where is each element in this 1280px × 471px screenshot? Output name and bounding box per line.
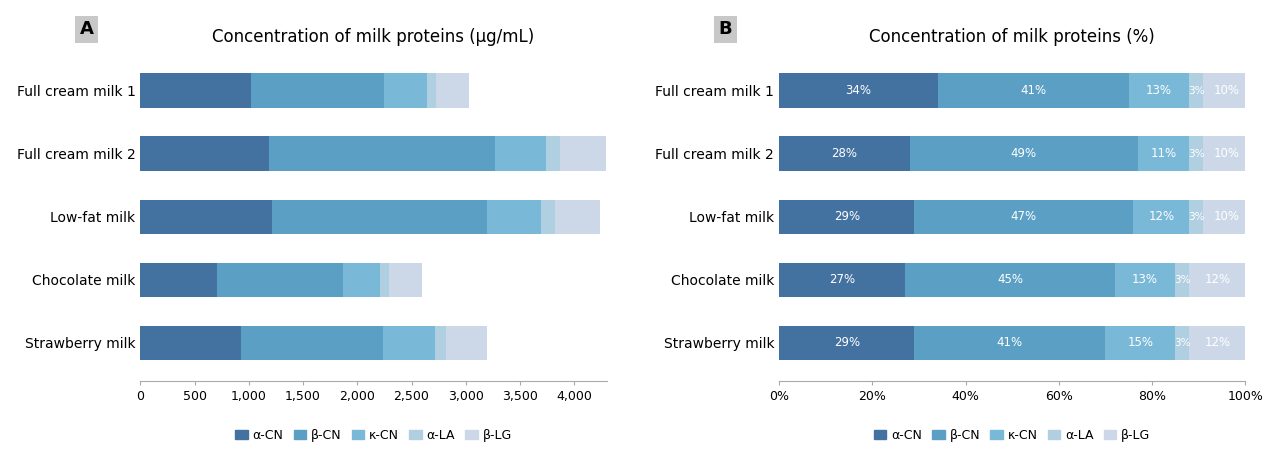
Text: 13%: 13%	[1132, 273, 1158, 286]
Bar	[1189, 73, 1203, 108]
Bar	[1138, 137, 1189, 171]
Text: B: B	[718, 20, 732, 38]
Text: 12%: 12%	[1148, 211, 1175, 223]
Bar	[270, 137, 495, 171]
Bar	[1106, 325, 1175, 360]
Bar	[384, 73, 426, 108]
Bar	[216, 262, 343, 297]
Bar	[486, 200, 541, 234]
Bar	[1134, 200, 1189, 234]
Bar	[273, 200, 486, 234]
Text: 29%: 29%	[833, 336, 860, 349]
Bar	[1175, 262, 1189, 297]
Text: 10%: 10%	[1213, 211, 1240, 223]
Bar	[780, 325, 914, 360]
Bar	[914, 200, 1134, 234]
Text: 27%: 27%	[829, 273, 855, 286]
Bar	[914, 325, 1106, 360]
Text: 41%: 41%	[1020, 84, 1046, 97]
Legend: α-CN, β-CN, κ-CN, α-LA, β-LG: α-CN, β-CN, κ-CN, α-LA, β-LG	[869, 424, 1156, 447]
Bar	[436, 73, 468, 108]
Bar	[1189, 262, 1245, 297]
Text: 3%: 3%	[1174, 275, 1190, 285]
Text: 12%: 12%	[1204, 336, 1230, 349]
Text: 3%: 3%	[1188, 149, 1204, 159]
Bar	[780, 200, 914, 234]
Bar	[141, 262, 216, 297]
Bar	[1189, 137, 1203, 171]
Bar	[241, 325, 383, 360]
Text: 45%: 45%	[997, 273, 1023, 286]
Bar	[780, 73, 938, 108]
Bar	[251, 73, 384, 108]
Bar	[445, 325, 488, 360]
Text: 28%: 28%	[831, 147, 858, 160]
Bar	[1115, 262, 1175, 297]
Title: Concentration of milk proteins (%): Concentration of milk proteins (%)	[869, 28, 1155, 46]
Text: 10%: 10%	[1213, 84, 1240, 97]
Text: 10%: 10%	[1213, 147, 1240, 160]
Text: 29%: 29%	[833, 211, 860, 223]
Bar	[426, 73, 436, 108]
Text: 41%: 41%	[997, 336, 1023, 349]
Bar	[141, 73, 251, 108]
Bar	[1203, 73, 1251, 108]
Text: 11%: 11%	[1151, 147, 1176, 160]
Bar	[541, 200, 556, 234]
Text: 49%: 49%	[1011, 147, 1037, 160]
Title: Concentration of milk proteins (µg/mL): Concentration of milk proteins (µg/mL)	[212, 28, 535, 46]
Bar	[905, 262, 1115, 297]
Bar	[389, 262, 422, 297]
Text: A: A	[79, 20, 93, 38]
Text: 13%: 13%	[1146, 84, 1172, 97]
Bar	[1203, 137, 1251, 171]
Bar	[495, 137, 545, 171]
Bar	[1203, 200, 1251, 234]
Bar	[910, 137, 1138, 171]
Bar	[938, 73, 1129, 108]
Text: 3%: 3%	[1188, 212, 1204, 222]
Text: 3%: 3%	[1174, 338, 1190, 348]
Text: 34%: 34%	[845, 84, 872, 97]
Legend: α-CN, β-CN, κ-CN, α-LA, β-LG: α-CN, β-CN, κ-CN, α-LA, β-LG	[230, 424, 517, 447]
Bar	[556, 200, 600, 234]
Bar	[1175, 325, 1189, 360]
Bar	[383, 325, 435, 360]
Bar	[1129, 73, 1189, 108]
Text: 3%: 3%	[1188, 86, 1204, 96]
Bar	[141, 325, 241, 360]
Bar	[1189, 325, 1245, 360]
Text: 47%: 47%	[1011, 211, 1037, 223]
Bar	[343, 262, 380, 297]
Bar	[435, 325, 445, 360]
Bar	[780, 262, 905, 297]
Bar	[380, 262, 389, 297]
Bar	[559, 137, 605, 171]
Bar	[141, 137, 270, 171]
Text: 12%: 12%	[1204, 273, 1230, 286]
Text: 15%: 15%	[1128, 336, 1153, 349]
Bar	[1189, 200, 1203, 234]
Bar	[780, 137, 910, 171]
Bar	[545, 137, 559, 171]
Bar	[141, 200, 273, 234]
